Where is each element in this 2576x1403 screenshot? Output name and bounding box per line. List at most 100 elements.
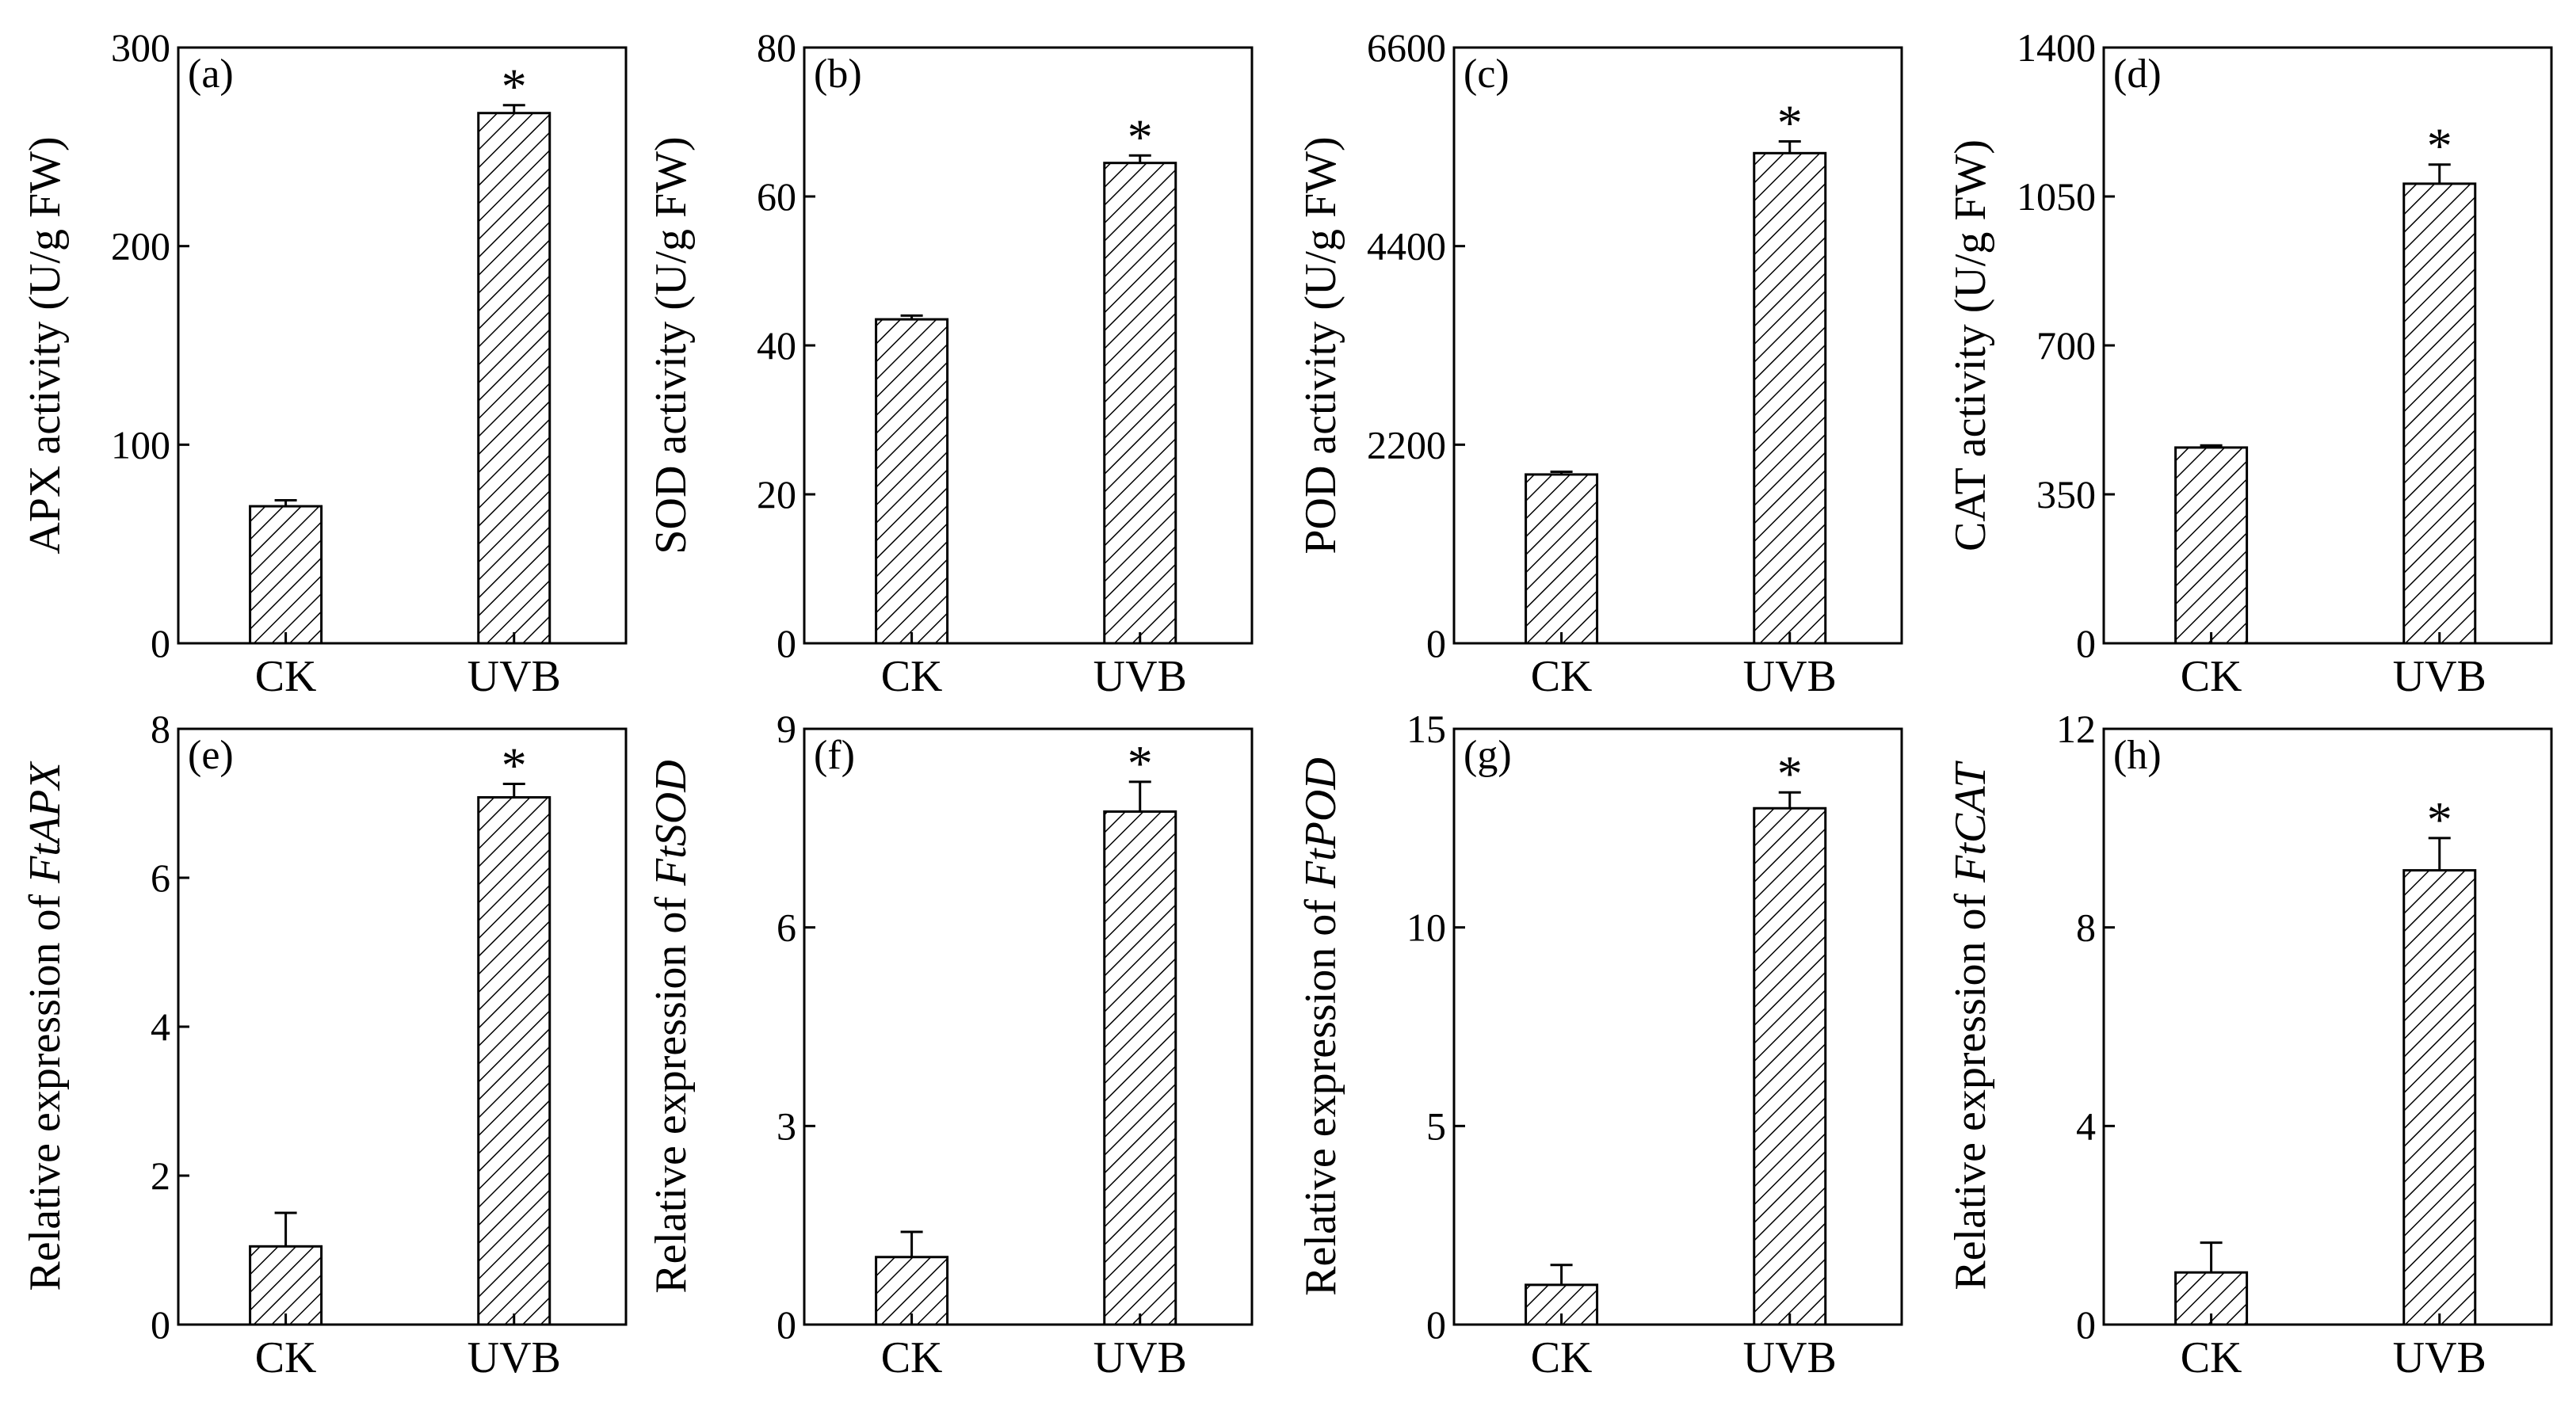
chart-1-ytick-label: 40	[757, 323, 796, 368]
chart-5-ytick-label: 6	[777, 905, 796, 950]
chart-5-category-label: CK	[881, 1333, 943, 1382]
chart-7-ytick-label: 0	[2076, 1302, 2096, 1347]
chart-0-ytick-label: 0	[151, 621, 170, 665]
chart-4-ylabel: Relative expression of FtAPX	[21, 761, 70, 1291]
chart-1-ytick-label: 60	[757, 174, 796, 219]
chart-2-frame	[1452, 46, 1903, 645]
chart-7-ytick-label: 8	[2076, 905, 2096, 950]
chart-6-ytick-label: 0	[1426, 1302, 1446, 1347]
chart-3-ytick-label: 700	[2036, 323, 2096, 368]
chart-7-category-label: UVB	[2393, 1333, 2486, 1382]
chart-0-bar-ck	[249, 505, 323, 645]
chart-3-ytick-label: 350	[2036, 472, 2096, 517]
chart-4-significance-mark: *	[502, 738, 527, 794]
chart-6: 0 5 10 15 CK * UVB (g) Relative expression of Ft…	[1296, 707, 1903, 1382]
chart-0-category-label: UVB	[467, 652, 561, 701]
chart-7-category-label: CK	[2181, 1333, 2242, 1382]
chart-4-category-label: UVB	[467, 1333, 561, 1382]
chart-6-category-label: UVB	[1743, 1333, 1837, 1382]
chart-5-bar-ck	[875, 1256, 949, 1326]
chart-2-ytick-label: 2200	[1367, 422, 1446, 467]
chart-0-ytick-label: 200	[111, 224, 170, 269]
chart-6-ytick-label: 5	[1426, 1104, 1446, 1148]
chart-0-significance-mark: *	[502, 59, 527, 115]
chart-6-ytick-label: 15	[1406, 707, 1446, 751]
chart-5-frame	[803, 727, 1254, 1326]
chart-2-ytick-label: 6600	[1367, 25, 1446, 70]
chart-7-ytick-label: 12	[2056, 707, 2096, 751]
chart-1-panel-label: (b)	[814, 51, 862, 97]
chart-4-category-label: CK	[255, 1333, 317, 1382]
chart-7-ytick-label: 4	[2076, 1104, 2096, 1148]
chart-4-frame	[177, 727, 628, 1326]
chart-3-frame	[2102, 46, 2553, 645]
chart-2-ytick-label: 4400	[1367, 224, 1446, 269]
chart-2-category-label: UVB	[1743, 652, 1837, 701]
chart-7-panel-label: (h)	[2113, 733, 2162, 778]
chart-6-ytick-label: 10	[1406, 905, 1446, 950]
chart-5-ytick-label: 9	[777, 707, 796, 751]
chart-2-ytick-label: 0	[1426, 621, 1446, 665]
chart-5-ytick-label: 3	[777, 1104, 796, 1148]
chart-2: 0 2200 4400 6600 CK * UVB (c) POD activity (U/g …	[1296, 25, 1903, 701]
chart-0-ylabel: APX activity (U/g FW)	[21, 136, 70, 554]
chart-1-ytick-label: 0	[777, 621, 796, 665]
chart-1-bar-uvb	[1103, 162, 1177, 645]
chart-6-category-label: CK	[1531, 1333, 1593, 1382]
chart-3-ylabel: CAT activity (U/g FW)	[1946, 139, 1995, 551]
chart-6-bar-uvb	[1753, 806, 1827, 1326]
chart-4-ytick-label: 6	[151, 856, 170, 900]
chart-0: 0 100 200 300 CK * UVB (a) APX activity (U/g FW)	[21, 25, 628, 701]
chart-0-category-label: CK	[255, 652, 317, 701]
chart-4-ytick-label: 8	[151, 707, 170, 751]
chart-7: 0 4 8 12 CK * UVB (h) Relative expression of FtC…	[1946, 707, 2553, 1382]
chart-5-category-label: UVB	[1093, 1333, 1187, 1382]
chart-5-panel-label: (f)	[814, 733, 855, 778]
chart-5-bar-uvb	[1103, 810, 1177, 1326]
chart-4-bar-ck	[249, 1245, 323, 1326]
chart-3-category-label: UVB	[2393, 652, 2486, 701]
chart-2-ylabel: POD activity (U/g FW)	[1296, 136, 1345, 554]
chart-7-frame	[2102, 727, 2553, 1326]
chart-4-ytick-label: 4	[151, 1005, 170, 1049]
chart-5-ytick-label: 0	[777, 1302, 796, 1347]
chart-2-bar-uvb	[1753, 151, 1827, 645]
chart-6-frame	[1452, 727, 1903, 1326]
chart-1-ylabel: SOD activity (U/g FW)	[647, 136, 696, 554]
chart-3-bar-uvb	[2402, 182, 2477, 645]
chart-4-bar-uvb	[477, 795, 551, 1326]
chart-0-panel-label: (a)	[188, 51, 234, 97]
chart-4: 0 2 4 6 8 CK * UVB (e) Relative expression of FtA…	[21, 707, 628, 1382]
chart-1-ytick-label: 20	[757, 472, 796, 517]
chart-5: 0 3 6 9 CK * UVB (f) Relative expression of FtSO…	[647, 707, 1254, 1382]
chart-1-category-label: UVB	[1093, 652, 1187, 701]
chart-3-ytick-label: 1050	[2017, 174, 2096, 219]
chart-4-ytick-label: 2	[151, 1153, 170, 1198]
chart-2-category-label: CK	[1531, 652, 1593, 701]
chart-0-ytick-label: 100	[111, 422, 170, 467]
chart-3-ytick-label: 0	[2076, 621, 2096, 665]
chart-6-panel-label: (g)	[1464, 733, 1512, 778]
chart-3-significance-mark: *	[2427, 118, 2452, 174]
chart-1-category-label: CK	[881, 652, 943, 701]
chart-2-bar-ck	[1525, 473, 1599, 645]
chart-0-bar-uvb	[477, 112, 551, 645]
chart-6-ylabel: Relative expression of FtPOD	[1296, 757, 1345, 1296]
chart-5-significance-mark: *	[1128, 735, 1153, 791]
chart-2-panel-label: (c)	[1464, 51, 1509, 97]
chart-1-significance-mark: *	[1128, 109, 1153, 165]
chart-3-panel-label: (d)	[2113, 51, 2162, 97]
chart-4-ytick-label: 0	[151, 1302, 170, 1347]
chart-0-ytick-label: 300	[111, 25, 170, 70]
chart-0-frame	[177, 46, 628, 645]
chart-7-bar-uvb	[2402, 869, 2477, 1326]
chart-7-ylabel: Relative expression of FtCAT	[1946, 761, 1995, 1291]
chart-1-ytick-label: 80	[757, 25, 796, 70]
chart-5-ylabel: Relative expression of FtSOD	[647, 760, 696, 1293]
chart-3-bar-ck	[2174, 446, 2249, 645]
chart-1-frame	[803, 46, 1254, 645]
chart-3: 0 350 700 1050 1400 CK * UVB (d) CAT activity (U/…	[1946, 25, 2553, 701]
chart-4-panel-label: (e)	[188, 733, 234, 778]
chart-7-significance-mark: *	[2427, 791, 2452, 848]
